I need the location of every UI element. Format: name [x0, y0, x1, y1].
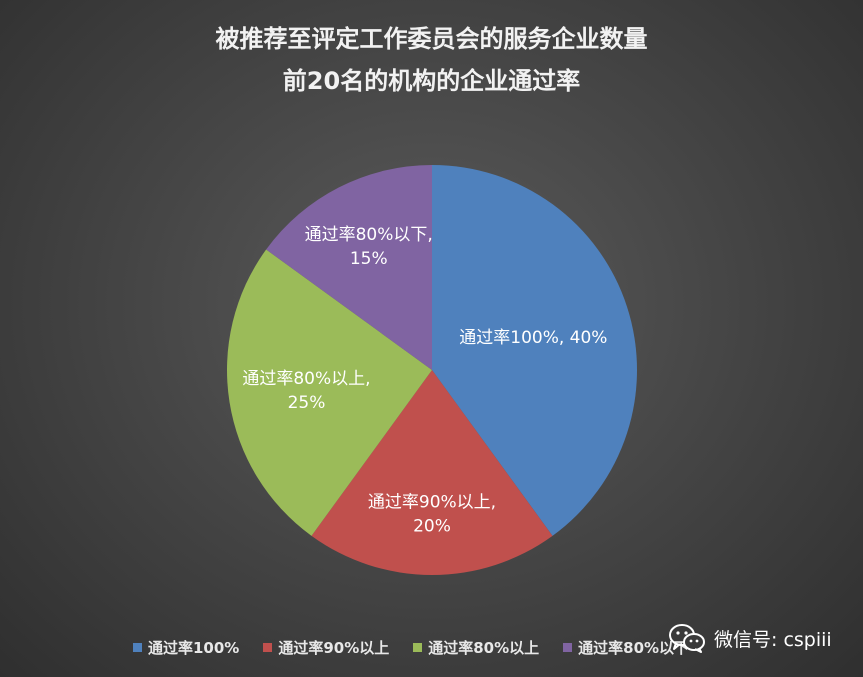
legend-label: 通过率80%以上 [428, 638, 540, 657]
legend-swatch [563, 642, 573, 652]
pie-slice [227, 249, 432, 536]
chart-title-line-1: 被推荐至评定工作委员会的服务企业数量 [215, 25, 648, 53]
slice-data-label: 通过率80%以下, 15% [305, 225, 433, 269]
pie-slice [432, 165, 637, 536]
legend-swatch [133, 642, 142, 652]
pie-slice [266, 165, 432, 370]
slice-data-label: 通过率90%以上, 20% [368, 493, 496, 537]
legend-label: 通过率80%以下 [578, 638, 690, 657]
legend-item-90-above: 通过率90%以上 [263, 637, 389, 658]
slice-data-label-line: 通过率100%, 40% [459, 328, 607, 348]
slice-data-label-line: 通过率90%以上, [368, 493, 496, 513]
slice-data-label: 通过率100%, 40% [459, 328, 607, 348]
slice-data-label-line: 20% [413, 517, 451, 537]
chart-title-line-2: 前20名的机构的企业通过率 [282, 67, 581, 95]
legend-item-80-below: 通过率80%以下 [563, 637, 689, 658]
slice-data-label: 通过率80%以上, 25% [242, 369, 370, 413]
chart-legend: 通过率100% 通过率90%以上 通过率80%以上 通过率80%以下 [133, 634, 713, 660]
pie-slices [227, 165, 637, 575]
legend-label: 通过率90%以上 [278, 638, 390, 657]
slice-data-label-line: 25% [288, 393, 326, 413]
slice-data-label-line: 通过率80%以上, [242, 369, 370, 389]
pie-slice [311, 370, 553, 575]
slice-data-label-line: 15% [350, 249, 388, 269]
wechat-watermark: 微信号: cspiii [668, 616, 832, 660]
legend-label: 通过率100% [148, 638, 240, 657]
legend-item-100: 通过率100% [133, 637, 239, 658]
watermark-text: 微信号: cspiii [714, 628, 832, 651]
slice-data-label-line: 通过率80%以下, [305, 225, 433, 245]
legend-swatch [263, 642, 273, 652]
legend-swatch [413, 642, 423, 652]
legend-item-80-above: 通过率80%以上 [413, 637, 539, 658]
wechat-icon [669, 624, 705, 653]
pie-data-labels: 通过率100%, 40%通过率90%以上, 20%通过率80%以上, 25%通过率8… [242, 225, 607, 537]
chart-title: 被推荐至评定工作委员会的服务企业数量 前20名的机构的企业通过率 [0, 18, 863, 102]
